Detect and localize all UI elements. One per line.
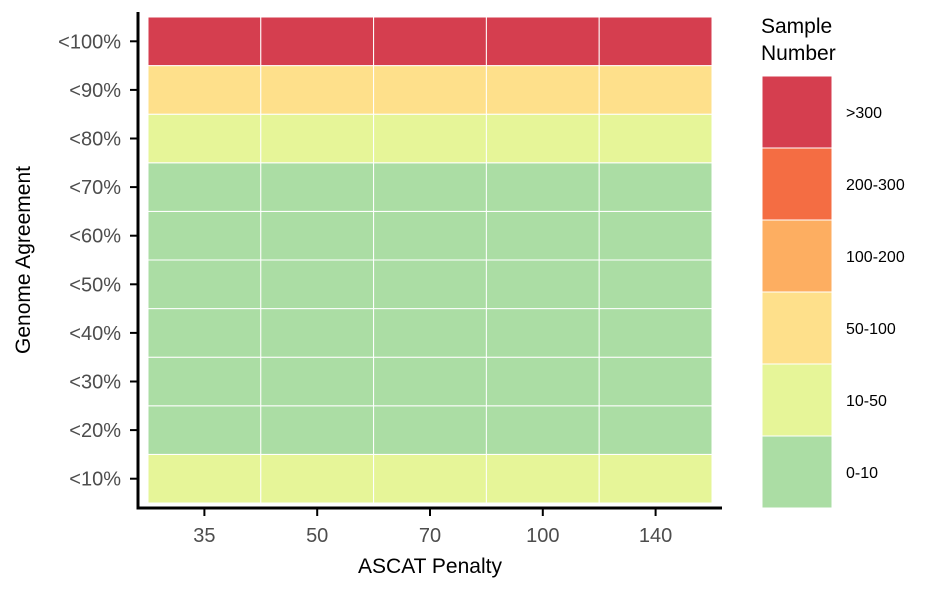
y-tick-label: <90% bbox=[69, 80, 121, 102]
legend-label: 0-10 bbox=[846, 465, 878, 482]
heatmap-tile bbox=[485, 259, 600, 310]
heatmap-tile bbox=[147, 65, 262, 115]
y-axis-ticks: <10% <20% <30% <40% <50% <60% <70% <80% <90% <100… bbox=[58, 31, 138, 491]
legend-swatch bbox=[761, 75, 833, 149]
x-tick-label: 140 bbox=[639, 525, 672, 547]
y-tick-label: <40% bbox=[69, 323, 121, 345]
legend-label: 100-200 bbox=[846, 249, 905, 266]
heatmap-tile bbox=[147, 259, 262, 310]
heatmap-tile bbox=[598, 308, 713, 358]
x-axis-title: ASCAT Penalty bbox=[358, 555, 502, 578]
heatmap-tile bbox=[485, 113, 600, 164]
heatmap-tile bbox=[485, 308, 600, 358]
heatmap-tile bbox=[598, 113, 713, 164]
legend-swatch bbox=[761, 147, 833, 221]
heatmap-tile bbox=[147, 113, 262, 164]
legend-title-line-2: Number bbox=[761, 42, 836, 65]
legend-swatch bbox=[761, 363, 833, 437]
legend-swatch bbox=[761, 435, 833, 509]
heatmap-tile bbox=[485, 210, 600, 261]
heatmap-tile bbox=[598, 356, 713, 407]
y-tick-label: <80% bbox=[69, 129, 121, 151]
heatmap-tile bbox=[598, 405, 713, 455]
heatmap-tile bbox=[373, 16, 487, 67]
y-tick-label: <10% bbox=[69, 469, 121, 491]
legend-label: 10-50 bbox=[846, 393, 887, 410]
y-tick-label: <30% bbox=[69, 372, 121, 394]
legend-swatch bbox=[761, 219, 833, 293]
x-tick-label: 70 bbox=[419, 525, 441, 547]
heatmap-tile bbox=[260, 405, 375, 455]
x-axis-ticks: 35 50 70 100 140 bbox=[193, 508, 672, 547]
legend-label: 200-300 bbox=[846, 177, 905, 194]
y-tick-label: <20% bbox=[69, 420, 121, 442]
heatmap-tile bbox=[260, 113, 375, 164]
heatmap-tile bbox=[485, 453, 600, 504]
heatmap-tile bbox=[598, 65, 713, 115]
heatmap-tile bbox=[260, 162, 375, 212]
heatmap-tile bbox=[147, 162, 262, 212]
heatmap-tile bbox=[598, 16, 713, 67]
heatmap-tile bbox=[373, 356, 487, 407]
heatmap-tile bbox=[373, 405, 487, 455]
legend-keys: >300 200-300 100-200 50-100 10-50 0-10 bbox=[761, 75, 905, 509]
y-tick-label: <70% bbox=[69, 177, 121, 199]
heatmap-tile bbox=[598, 259, 713, 310]
heatmap-tile bbox=[260, 259, 375, 310]
heatmap-tile bbox=[598, 453, 713, 504]
x-tick-label: 50 bbox=[306, 525, 328, 547]
y-tick-label: <60% bbox=[69, 226, 121, 248]
heatmap-tile bbox=[485, 356, 600, 407]
heatmap-tile bbox=[373, 113, 487, 164]
heatmap-tile bbox=[147, 453, 262, 504]
heatmap-tile bbox=[485, 162, 600, 212]
heatmap-tile bbox=[373, 162, 487, 212]
heatmap-tile bbox=[147, 16, 262, 67]
x-tick-label: 35 bbox=[193, 525, 215, 547]
heatmap-tile bbox=[373, 259, 487, 310]
heatmap-tile bbox=[598, 210, 713, 261]
heatmap-tile bbox=[260, 16, 375, 67]
heatmap-tile bbox=[260, 453, 375, 504]
y-axis-title: Genome Agreement bbox=[12, 166, 35, 354]
heatmap-tile bbox=[260, 308, 375, 358]
heatmap-tile bbox=[373, 210, 487, 261]
heatmap-tile bbox=[260, 356, 375, 407]
heatmap-tile bbox=[373, 453, 487, 504]
heatmap-tile bbox=[260, 65, 375, 115]
heatmap-tile bbox=[147, 405, 262, 455]
y-tick-label: <100% bbox=[58, 31, 121, 53]
legend-swatch bbox=[761, 291, 833, 365]
heatmap-tile bbox=[147, 356, 262, 407]
heatmap-tile bbox=[260, 210, 375, 261]
legend-label: >300 bbox=[846, 105, 882, 122]
heatmap-tile bbox=[373, 65, 487, 115]
heatmap-tile bbox=[485, 16, 600, 67]
heatmap-tile bbox=[485, 405, 600, 455]
heatmap-tile bbox=[373, 308, 487, 358]
legend: Sample Number >300 200-300 100-200 50-100 10… bbox=[761, 15, 905, 509]
heatmap-tile bbox=[147, 210, 262, 261]
y-tick-label: <50% bbox=[69, 274, 121, 296]
legend-title-line-1: Sample bbox=[761, 15, 832, 38]
heatmap-tile bbox=[147, 308, 262, 358]
x-tick-label: 100 bbox=[526, 525, 559, 547]
heatmap-tile bbox=[485, 65, 600, 115]
legend-label: 50-100 bbox=[846, 321, 896, 338]
heatmap-tile bbox=[598, 162, 713, 212]
heatmap-tiles bbox=[147, 16, 713, 504]
